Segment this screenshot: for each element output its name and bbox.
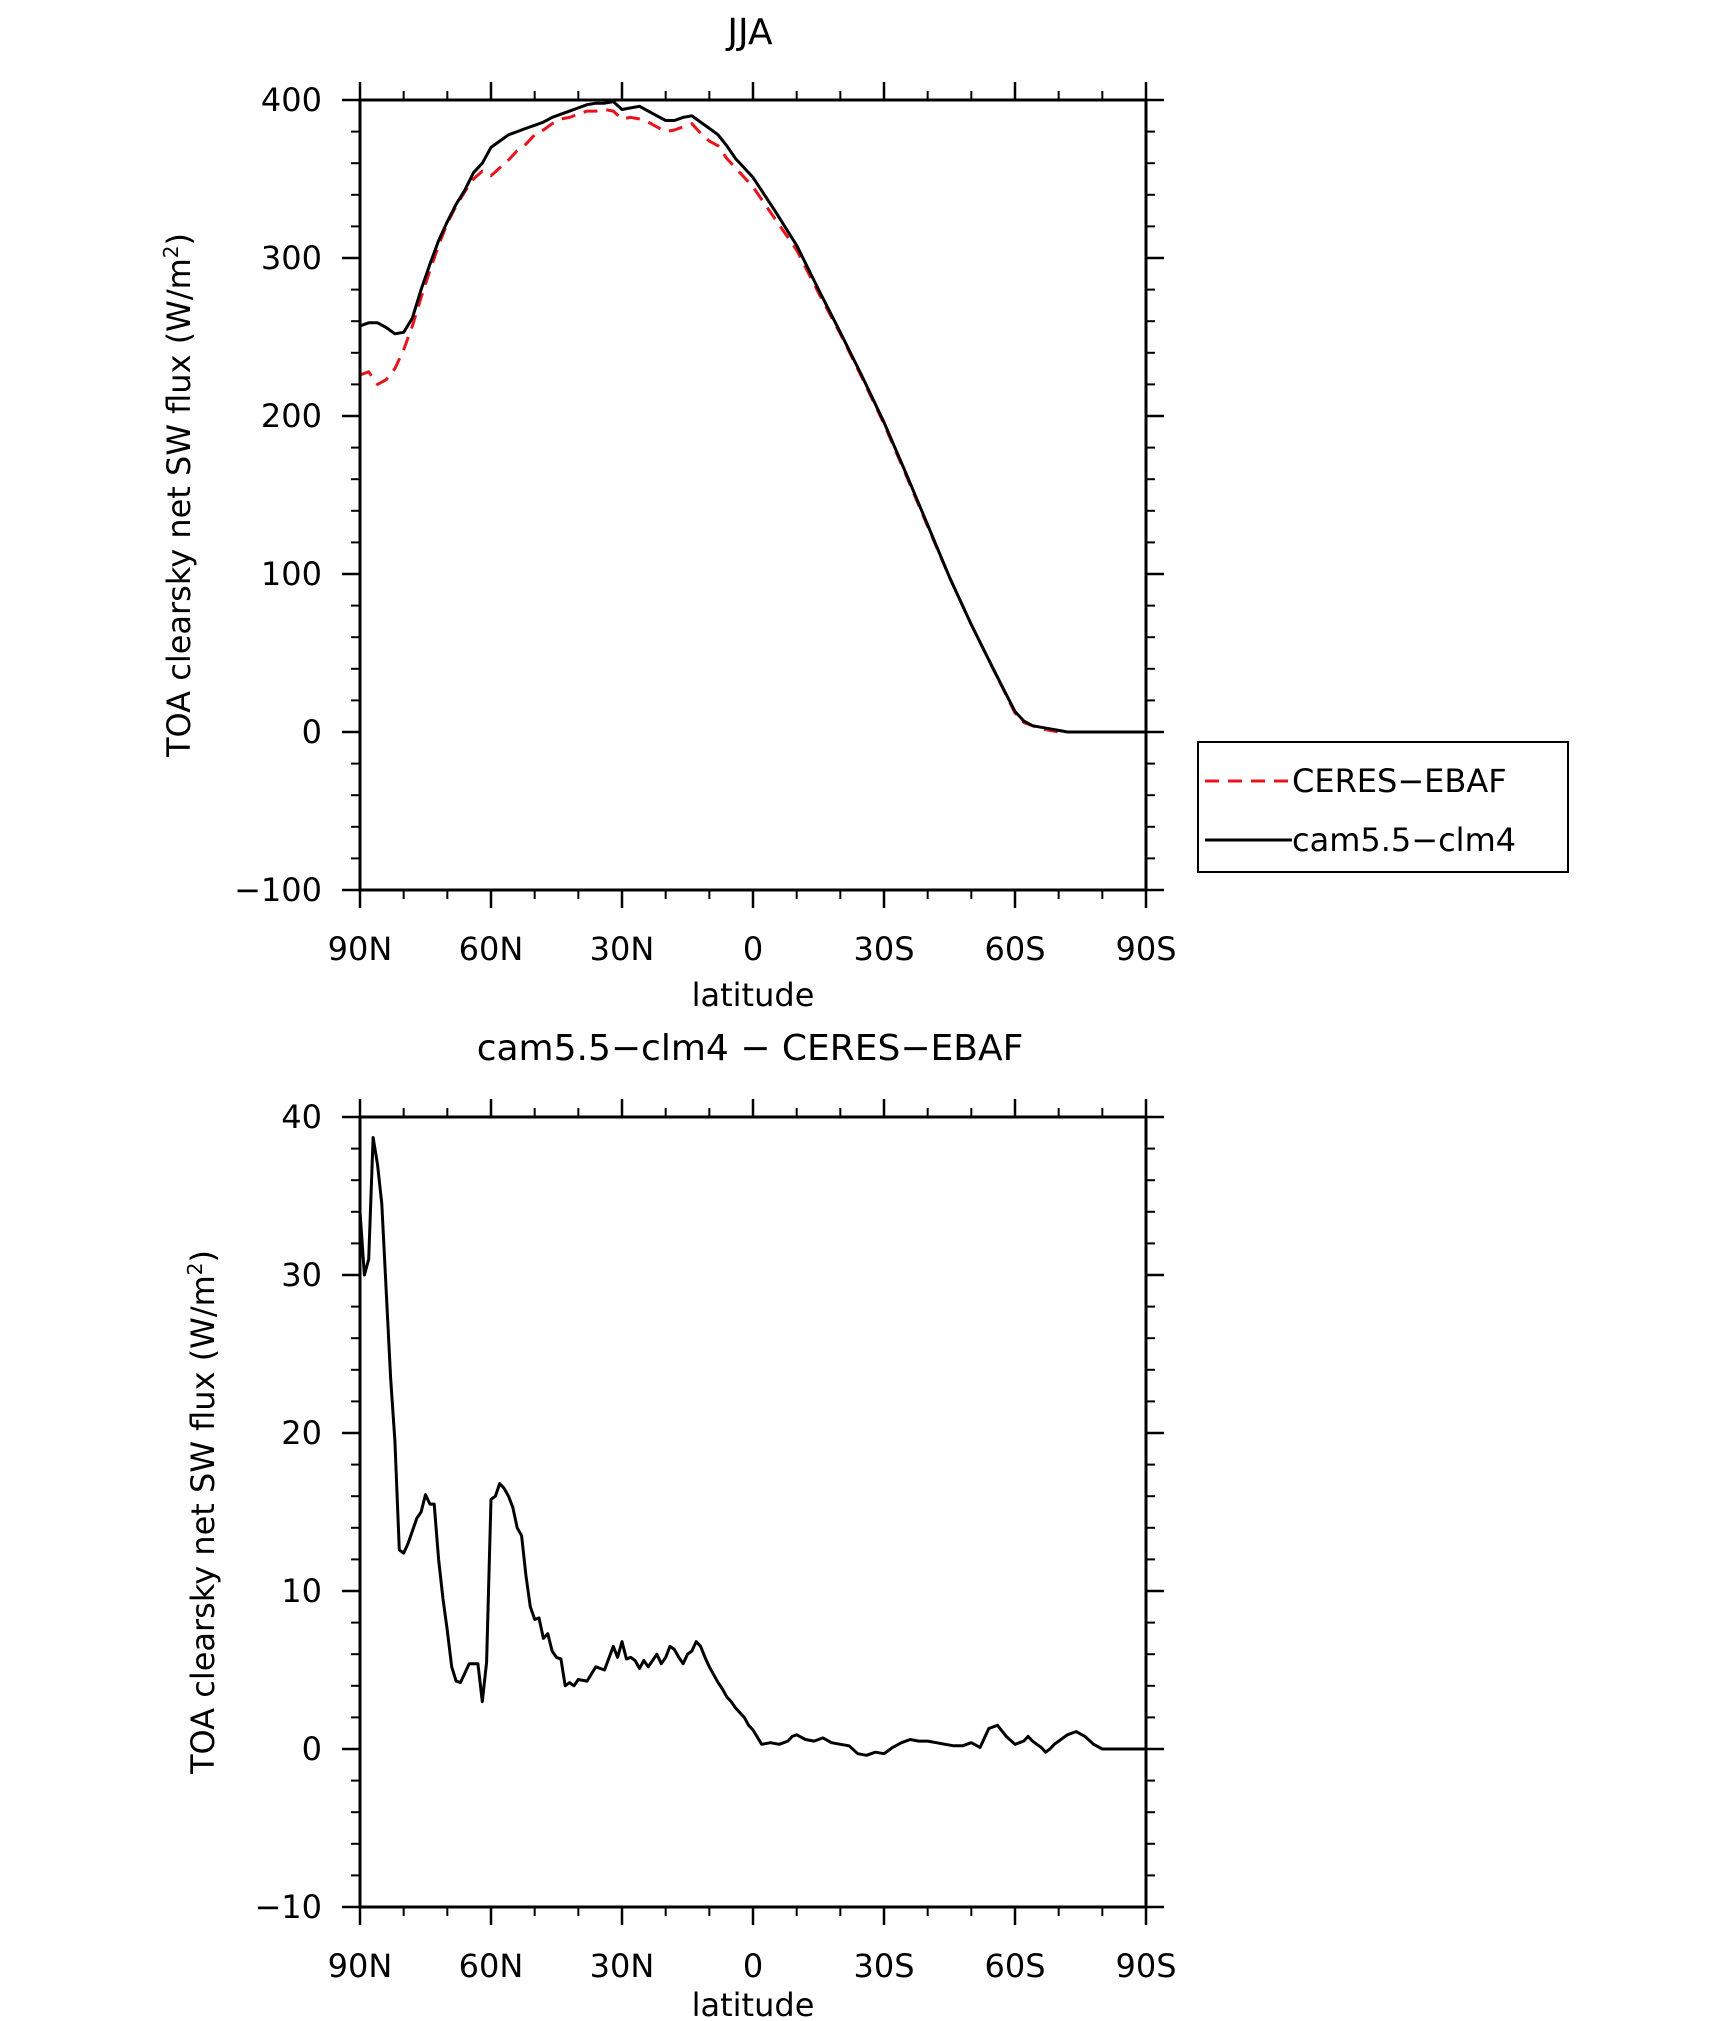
bottom-x-ticks: 90N 60N 30N 0 30S 60S 90S xyxy=(328,1099,1177,1985)
bottom-chart-series xyxy=(358,1136,1146,1757)
y-tick-label: 40 xyxy=(281,1098,322,1136)
y-tick-label: 10 xyxy=(281,1572,322,1610)
bottom-chart-title: cam5.5−clm4 − CERES−EBAF xyxy=(477,1028,1024,1069)
top-y-axis-label-exponent: 2 xyxy=(159,245,183,258)
y-tick-label: −100 xyxy=(234,871,322,909)
y-tick-label: 0 xyxy=(302,1730,322,1768)
x-tick-label: 0 xyxy=(743,930,763,968)
y-tick-label: 30 xyxy=(281,1256,322,1294)
bottom-x-axis-label: latitude xyxy=(692,1986,815,2021)
legend-box xyxy=(1197,741,1569,873)
bottom-series-line-0 xyxy=(358,1136,1146,1757)
x-tick-label: 30N xyxy=(590,930,655,968)
top-series-line-0 xyxy=(359,108,1146,734)
top-plot-frame xyxy=(358,98,1148,892)
x-tick-label: 90N xyxy=(328,1947,393,1985)
x-tick-label: 90S xyxy=(1115,930,1176,968)
x-tick-label: 60N xyxy=(459,1947,524,1985)
y-tick-label: 400 xyxy=(261,81,322,119)
top-y-axis-label: TOA clearsky net SW flux (W/m2) xyxy=(159,233,198,758)
y-tick-label: 200 xyxy=(261,397,322,435)
legend-ceres-ebaf-label: CERES−EBAF xyxy=(1292,762,1507,800)
legend-cam5-clm4-label: cam5.5−clm4 xyxy=(1292,821,1516,859)
x-tick-label: 60N xyxy=(459,930,524,968)
top-chart-series xyxy=(359,100,1146,734)
x-tick-label: 60S xyxy=(984,930,1045,968)
x-tick-label: 60S xyxy=(984,1947,1045,1985)
top-x-axis-label: latitude xyxy=(692,976,815,1014)
top-y-ticks: 400 300 200 100 0 −100 xyxy=(234,81,1164,909)
top-chart-title: JJA xyxy=(725,12,773,53)
top-x-ticks: 90N 60N 30N 0 30S 60S 90S xyxy=(328,82,1177,968)
bottom-plot-frame xyxy=(358,1115,1148,1909)
x-tick-label: 90N xyxy=(328,930,393,968)
x-tick-label: 90S xyxy=(1115,1947,1176,1985)
bottom-y-axis-label-main: TOA clearsky net SW flux (W/m xyxy=(184,1275,222,1775)
x-tick-label: 30S xyxy=(853,930,914,968)
y-tick-label: 300 xyxy=(261,239,322,277)
y-tick-label: 100 xyxy=(261,555,322,593)
bottom-y-axis-label-close: ) xyxy=(184,1250,222,1262)
y-tick-label: 0 xyxy=(302,713,322,751)
y-tick-label: −10 xyxy=(254,1888,322,1926)
x-tick-label: 30S xyxy=(853,1947,914,1985)
bottom-y-ticks: 40 30 20 10 0 −10 xyxy=(254,1098,1164,1926)
top-series-line-1 xyxy=(359,100,1146,734)
x-tick-label: 0 xyxy=(743,1947,763,1985)
x-tick-label: 30N xyxy=(590,1947,655,1985)
y-tick-label: 20 xyxy=(281,1414,322,1452)
top-y-axis-label-close: ) xyxy=(160,233,198,245)
top-y-axis-label-main: TOA clearsky net SW flux (W/m xyxy=(160,258,198,758)
bottom-y-axis-label: TOA clearsky net SW flux (W/m2) xyxy=(183,1250,222,1775)
bottom-y-axis-label-exponent: 2 xyxy=(183,1262,207,1275)
top-chart-legend: CERES−EBAF cam5.5−clm4 xyxy=(1197,741,1569,873)
